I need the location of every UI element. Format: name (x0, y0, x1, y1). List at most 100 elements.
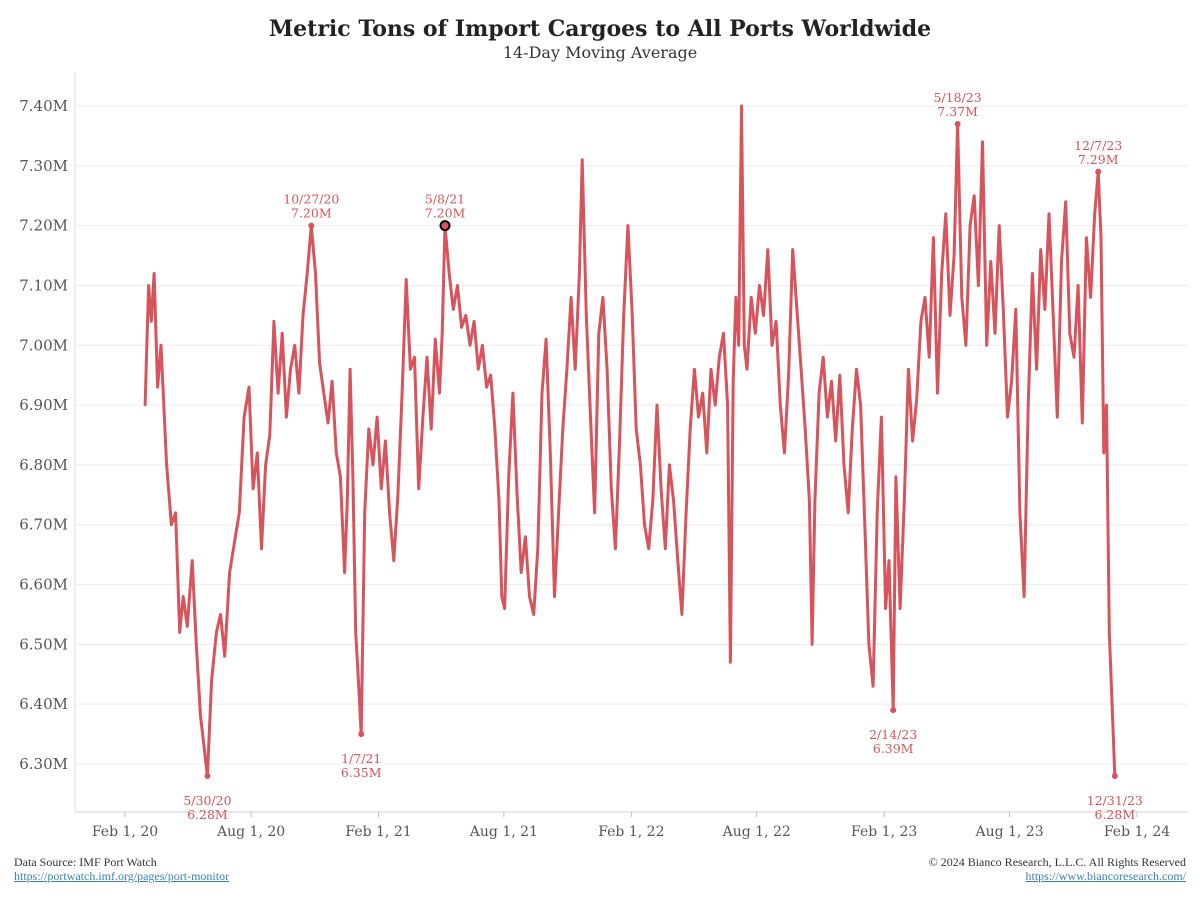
data-point (1081, 421, 1084, 425)
data-point (400, 391, 404, 395)
x-tick-label: Feb 1, 22 (598, 824, 664, 840)
data-point (1089, 296, 1092, 299)
data-point (718, 356, 721, 359)
data-point (932, 236, 935, 239)
data-point (754, 332, 757, 335)
data-point (859, 403, 862, 407)
data-point (413, 356, 416, 359)
data-point (919, 320, 923, 323)
data-point (481, 344, 484, 347)
data-point (421, 415, 425, 419)
data-point (544, 338, 548, 341)
data-point (1039, 248, 1042, 251)
site-link[interactable]: https://www.biancoresearch.com/ (1025, 869, 1186, 883)
data-point (561, 427, 564, 431)
data-point (384, 439, 387, 443)
data-point (1105, 403, 1108, 407)
data-point (565, 368, 569, 371)
data-point (515, 493, 519, 496)
data-point (750, 296, 753, 299)
data-point (647, 547, 650, 550)
data-point (500, 595, 503, 598)
data-point (834, 439, 837, 443)
data-point (1027, 403, 1030, 407)
data-point (884, 607, 887, 610)
data-point (143, 403, 147, 407)
data-point (799, 368, 803, 371)
data-point (589, 415, 592, 419)
data-point (766, 248, 769, 251)
data-point (532, 613, 535, 616)
annotation-date-label: 10/27/20 (283, 192, 339, 207)
data-point (676, 559, 679, 562)
data-point (322, 391, 325, 395)
data-point (787, 374, 790, 377)
data-point (520, 571, 523, 574)
data-point (293, 344, 296, 347)
data-point (585, 314, 588, 317)
data-point (528, 595, 531, 598)
y-tick-label: 7.00M (19, 336, 68, 354)
data-point (581, 158, 584, 161)
data-point (574, 368, 577, 371)
data-point (762, 314, 765, 317)
data-point (774, 320, 778, 323)
data-point (618, 439, 621, 443)
data-point (388, 511, 391, 514)
data-point (887, 559, 891, 562)
y-tick-label: 6.70M (19, 516, 68, 534)
data-point (722, 332, 725, 335)
data-point (630, 308, 634, 311)
series-line (143, 104, 1117, 778)
x-tick-label: Feb 1, 20 (92, 824, 158, 840)
data-point (810, 643, 814, 646)
data-point (597, 332, 600, 335)
annotation-date-label: 12/31/23 (1087, 793, 1143, 808)
y-tick-label: 7.30M (19, 157, 68, 175)
data-point (680, 613, 684, 616)
data-point (165, 463, 168, 467)
annotation-value-label: 7.37M (937, 104, 978, 119)
data-point (745, 368, 749, 371)
data-point (233, 541, 236, 544)
data-point (968, 224, 972, 227)
data-point (202, 744, 206, 748)
annotation-value-label: 6.35M (341, 765, 382, 780)
y-tick-label: 7.20M (19, 217, 68, 235)
data-point (664, 547, 667, 550)
data-point (489, 374, 492, 377)
y-tick-label: 7.10M (19, 276, 68, 294)
chart-subtitle: 14-Day Moving Average (502, 43, 698, 62)
data-point (936, 391, 939, 395)
data-point (272, 320, 276, 323)
data-point (485, 385, 488, 389)
annotation-date-label: 5/30/20 (183, 793, 231, 808)
data-point (178, 631, 181, 634)
data-source-label: Data Source: IMF Port Watch (14, 855, 157, 869)
data-point (726, 403, 729, 407)
annotation-date-label: 2/14/23 (869, 727, 917, 742)
data-point (170, 523, 173, 526)
data-point (156, 385, 159, 389)
data-point (186, 625, 189, 628)
data-point (268, 433, 271, 437)
data-point (228, 571, 231, 574)
data-point (335, 451, 338, 455)
data-point (743, 344, 746, 347)
data-point (507, 475, 510, 479)
data-point (219, 613, 222, 616)
data-point (251, 487, 255, 490)
data-point (1052, 314, 1055, 317)
y-tick-label: 6.90M (19, 396, 68, 414)
data-point (1014, 308, 1017, 311)
data-point (855, 368, 858, 371)
x-tick-label: Feb 1, 21 (345, 824, 411, 840)
data-point (536, 547, 539, 550)
data-point (456, 284, 459, 287)
data-point (770, 344, 774, 347)
annotation-value-label: 7.20M (291, 206, 332, 221)
data-point (684, 511, 688, 514)
data-point (779, 403, 782, 407)
source-link[interactable]: https://portwatch.imf.org/pages/port-mon… (14, 869, 230, 883)
data-point (264, 463, 267, 467)
